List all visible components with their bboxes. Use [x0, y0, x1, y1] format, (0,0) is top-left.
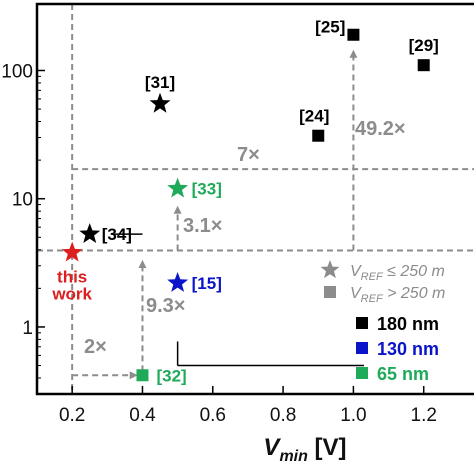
legend-130nm-label: 130 nm [377, 339, 439, 359]
point-star-33 [167, 177, 189, 198]
legend-180nm-label: 180 nm [377, 314, 439, 334]
legend-square-marker [324, 286, 336, 298]
annotation-2x: 2× [84, 336, 107, 358]
point-label-31: [31] [145, 73, 175, 92]
point-label-33: [33] [192, 180, 222, 199]
point-label-32: [32] [156, 366, 186, 385]
legend: VREF ≤ 250 m VREF > 250 m 180 nm 130 nm … [320, 260, 445, 384]
x-tick-label-1: 0.4 [129, 405, 156, 426]
annotation-49x: 49.2× [355, 118, 406, 140]
annotation-9x: 9.3× [146, 295, 185, 317]
point-label-line: this [57, 268, 87, 287]
point-label-line: work [51, 285, 92, 304]
point-label-34: [34] [102, 225, 132, 244]
x-tick-label-3: 0.8 [270, 405, 296, 426]
point-square-32 [136, 369, 149, 382]
point-label-29: [29] [409, 36, 439, 55]
x-tick-label-5: 1.2 [411, 405, 437, 426]
point-star-31 [149, 92, 171, 113]
legend-star-marker [320, 260, 340, 279]
point-square-24 [312, 129, 325, 142]
point-label-this-work: this work [51, 268, 92, 304]
legend-star-text: VREF ≤ 250 m [350, 263, 445, 283]
point-star-15 [167, 272, 189, 292]
legend-180nm-swatch [356, 317, 368, 329]
point-label-15: [15] [192, 274, 222, 293]
x-tick-label-0: 0.2 [59, 405, 85, 426]
x-tick-label-4: 1.0 [340, 405, 366, 426]
point-label-24: [24] [299, 107, 329, 126]
y-tick-label-0: 1 [22, 318, 33, 339]
legend-65nm-label: 65 nm [377, 364, 429, 384]
legend-130nm-swatch [356, 342, 368, 354]
legend-65nm-swatch [356, 367, 368, 379]
x-tick-label-2: 0.6 [200, 405, 226, 426]
point-square-29 [417, 59, 430, 72]
point-square-25 [347, 28, 360, 41]
y-tick-label-2: 100 [1, 61, 33, 82]
point-star-34 [79, 223, 101, 243]
point-star-this-work [61, 241, 83, 262]
annotation-7x: 7× [237, 144, 260, 166]
legend-square-text: VREF > 250 m [350, 285, 445, 305]
annotation-3x: 3.1× [183, 215, 222, 237]
x-axis-label: Vmin [V] [263, 434, 346, 465]
point-label-25: [25] [315, 18, 345, 37]
y-tick-label-1: 10 [12, 190, 33, 211]
